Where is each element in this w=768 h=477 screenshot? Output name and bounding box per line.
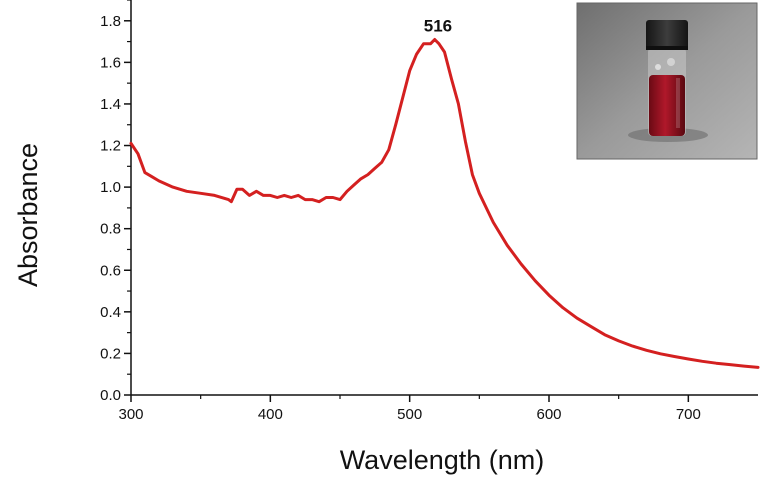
x-tick-label: 500 — [397, 406, 422, 423]
y-tick-label: 0.8 — [100, 221, 121, 238]
y-tick-label: 0.0 — [100, 387, 121, 404]
y-tick-label: 0.4 — [100, 304, 121, 321]
y-tick-label: 1.0 — [100, 179, 121, 196]
vial-photo-inset — [576, 2, 758, 160]
y-tick-label: 1.8 — [100, 13, 121, 30]
y-ticks: 0.0 0.2 0.4 0.6 0.8 1.0 1.2 1.4 1.6 1.8 — [100, 0, 131, 404]
x-ticks: 300 400 500 600 700 — [118, 395, 701, 423]
x-tick-label: 600 — [536, 406, 561, 423]
x-tick-label: 700 — [676, 406, 701, 423]
y-tick-label: 0.6 — [100, 262, 121, 279]
peak-annotation: 516 — [424, 17, 452, 36]
y-axis-label: Absorbance — [13, 143, 43, 287]
y-tick-label: 1.2 — [100, 138, 121, 155]
x-tick-label: 400 — [258, 406, 283, 423]
x-axis-label: Wavelength (nm) — [340, 445, 545, 475]
y-tick-label: 1.6 — [100, 54, 121, 71]
x-tick-label: 300 — [118, 406, 143, 423]
y-tick-label: 0.2 — [100, 345, 121, 362]
absorbance-series-line — [129, 38, 760, 369]
y-tick-label: 1.4 — [100, 96, 121, 113]
axes — [130, 0, 758, 396]
